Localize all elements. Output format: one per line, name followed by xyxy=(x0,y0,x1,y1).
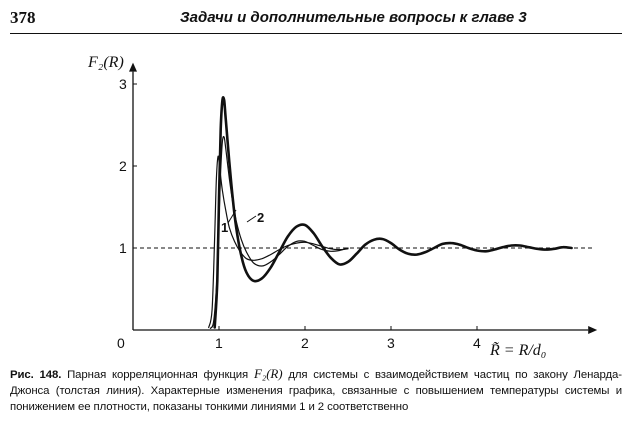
series-curve-1 xyxy=(208,155,349,329)
figure-caption: Рис. 148. Парная корреляционная функция … xyxy=(10,366,622,415)
page-header: 378 Задачи и дополнительные вопросы к гл… xyxy=(10,8,620,32)
y-axis-arrow xyxy=(129,62,137,72)
series-curve-thick xyxy=(213,96,573,329)
y-tick-label: 3 xyxy=(119,76,127,92)
caption-text-end: для системы с взаимодействием частиц по … xyxy=(10,369,622,413)
label-layer: F₂(R) R̃ = R/d₀ 1 2 xyxy=(87,54,546,359)
y-axis-label: F₂(R) xyxy=(87,54,124,71)
curve-label-2: 2 xyxy=(257,210,264,225)
x-tick-label: 3 xyxy=(387,335,395,351)
caption-text-start: Парная корреляционная функция xyxy=(67,369,249,381)
header-rule xyxy=(10,33,622,34)
tick-layer: 0 1 2 3 4 1 2 3 xyxy=(117,76,481,351)
curve-label-1: 1 xyxy=(221,220,228,235)
curve-label-2-leader xyxy=(246,215,257,223)
figure: 0 1 2 3 4 1 2 3 F₂(R) R̃ = R/d₀ 1 2 xyxy=(0,40,631,365)
page-number: 378 xyxy=(10,8,36,27)
series-curve-2 xyxy=(209,135,349,329)
series-layer xyxy=(208,96,573,329)
caption-formula: F₂(R) xyxy=(253,366,283,381)
axes xyxy=(129,62,598,334)
y-tick-label: 2 xyxy=(119,158,127,174)
x-tick-label: 1 xyxy=(215,335,223,351)
y-tick-label: 1 xyxy=(119,240,127,256)
x-axis-arrow xyxy=(588,326,598,334)
caption-label: Рис. 148. xyxy=(10,369,62,381)
pair-correlation-chart: 0 1 2 3 4 1 2 3 F₂(R) R̃ = R/d₀ 1 2 xyxy=(87,54,598,359)
curve-label-1-leader xyxy=(227,209,237,224)
x-tick-label: 4 xyxy=(473,335,481,351)
running-title: Задачи и дополнительные вопросы к главе … xyxy=(180,9,527,26)
x-axis-label: R̃ = R/d₀ xyxy=(489,341,546,359)
x-tick-label: 0 xyxy=(117,335,125,351)
x-tick-label: 2 xyxy=(301,335,309,351)
